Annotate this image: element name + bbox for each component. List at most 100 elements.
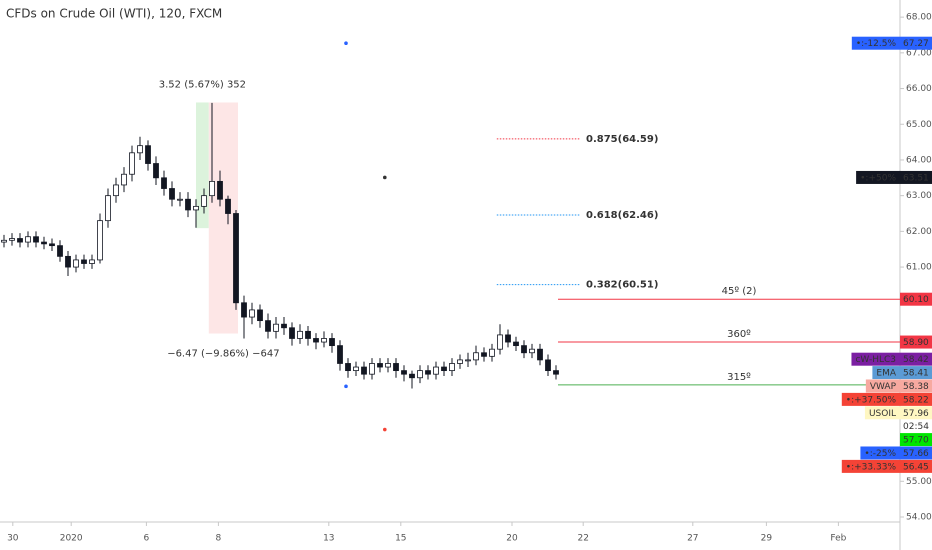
- price-label-name: VWAP: [870, 382, 897, 392]
- candle-body: [177, 198, 183, 201]
- candle-body: [441, 366, 447, 372]
- range-label: 3.52 (5.67%) 352: [159, 79, 246, 90]
- candle-body: [361, 366, 367, 375]
- candle-body: [33, 236, 39, 243]
- price-label-name: •:+33.33%: [846, 462, 897, 472]
- price-label-value: 58.90: [903, 338, 929, 348]
- candle-body: [201, 195, 207, 207]
- y-tick-label: 67.00: [906, 48, 932, 58]
- x-tick-label: 20: [506, 534, 518, 544]
- x-tick-label: 22: [577, 534, 588, 544]
- price-label-box: [900, 446, 932, 460]
- range-label: −6.47 (−9.86%) −647: [167, 348, 279, 359]
- candle-body: [553, 370, 559, 375]
- x-tick-label: 30: [7, 534, 19, 544]
- y-tick-label: 66.00: [906, 84, 932, 94]
- price-label-value: 58.42: [903, 355, 929, 365]
- price-label-box: [900, 170, 932, 184]
- price-label-value: 67.27: [903, 39, 929, 49]
- chart-title: CFDs on Crude Oil (WTI), 120, FXCM: [6, 7, 222, 21]
- x-tick-label: 13: [323, 534, 334, 544]
- candle-body: [513, 341, 519, 347]
- candle-body: [129, 152, 135, 175]
- price-label-name: EMA: [876, 369, 896, 379]
- candle-body: [73, 259, 79, 268]
- y-tick-label: 55.00: [906, 477, 932, 487]
- price-label-value: 57.66: [903, 449, 929, 459]
- candle-body: [449, 363, 455, 372]
- marker-dot: [383, 175, 387, 180]
- y-tick-label: 64.00: [906, 155, 932, 165]
- fib-label: 0.618(62.46): [586, 210, 658, 221]
- price-label-tag: [841, 459, 900, 473]
- candle-body: [273, 323, 279, 332]
- candle-body: [193, 205, 199, 211]
- candle-body: [369, 363, 375, 375]
- candle-body: [385, 363, 391, 368]
- candle-body: [529, 348, 535, 354]
- candle-body: [433, 366, 439, 375]
- candle-body: [225, 198, 231, 214]
- candle-body: [233, 213, 239, 304]
- x-tick-label: 29: [761, 534, 773, 544]
- price-label-box: [900, 406, 932, 420]
- candle-body: [17, 238, 23, 243]
- candle-body: [121, 173, 127, 186]
- price-label-value: 57.70: [903, 436, 929, 446]
- candle-body: [393, 363, 399, 372]
- marker-dot: [383, 427, 387, 432]
- candle-body: [473, 352, 479, 361]
- level-label: 315º: [727, 372, 751, 383]
- candle-body: [489, 348, 495, 357]
- price-label-box: [900, 352, 932, 366]
- candle-body: [1, 239, 7, 243]
- candle-body: [281, 323, 287, 329]
- candle-body: [57, 245, 63, 257]
- candle-body: [145, 145, 151, 164]
- candle-body: [65, 255, 71, 268]
- candle-body: [249, 309, 255, 318]
- x-tick-label: 15: [395, 534, 406, 544]
- y-tick-label: 61.00: [906, 263, 932, 273]
- marker-dot: [344, 41, 348, 46]
- price-label-name: cW-HLC3: [855, 355, 896, 365]
- candle-body: [297, 330, 303, 339]
- fib-label: 0.875(64.59): [586, 134, 658, 145]
- candle-body: [401, 370, 407, 375]
- x-tick-label: 27: [687, 534, 698, 544]
- candle-body: [305, 330, 311, 339]
- candle-body: [137, 145, 143, 154]
- price-label-tag: [872, 366, 900, 380]
- candle-body: [161, 177, 167, 189]
- price-label-tag: [864, 406, 900, 420]
- candle-body: [9, 238, 15, 241]
- price-label-tag: [865, 379, 900, 393]
- price-label-box: [900, 36, 932, 50]
- price-label-name: •:+37.50%: [846, 395, 897, 405]
- price-label-box: [900, 292, 932, 306]
- candle-body: [185, 198, 191, 211]
- price-label-box: [900, 459, 932, 473]
- candle-body: [465, 359, 471, 362]
- y-tick-label: 54.00: [906, 513, 932, 523]
- price-label-tag: [856, 170, 900, 184]
- price-label-value: 63.51: [903, 173, 929, 183]
- candle-body: [241, 302, 247, 318]
- fib-label: 0.382(60.51): [586, 280, 658, 291]
- candle-body: [313, 338, 319, 343]
- x-tick-label: 2020: [60, 534, 83, 544]
- price-label-tag: [860, 446, 900, 460]
- x-tick-label: 6: [144, 534, 150, 544]
- price-label-value: 60.10: [903, 295, 929, 305]
- candle-body: [329, 338, 335, 347]
- candle-body: [521, 345, 527, 354]
- level-label: 360º: [727, 329, 751, 340]
- price-label-name: •:+50%: [860, 173, 896, 183]
- candle-body: [265, 320, 271, 332]
- y-tick-label: 62.00: [906, 227, 932, 237]
- plot-area: [1, 102, 559, 389]
- countdown: 02:54: [903, 422, 929, 432]
- candle-body: [505, 334, 511, 343]
- candle-body: [153, 163, 159, 179]
- price-label-value: 57.96: [903, 409, 929, 419]
